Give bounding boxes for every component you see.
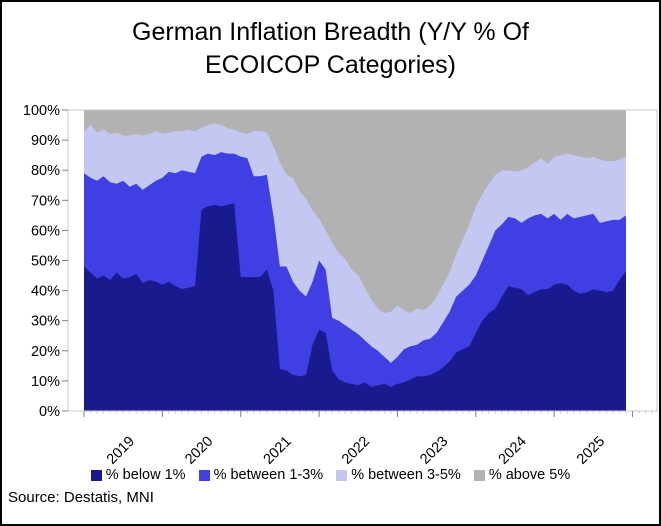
- chart-title: German Inflation Breadth (Y/Y % Of ECOIC…: [2, 16, 659, 82]
- area-below-1pct: [84, 203, 626, 411]
- legend-item-4: % above 5%: [473, 467, 571, 483]
- legend-swatch-icon: [198, 469, 210, 481]
- y-axis-label: 50%: [31, 254, 60, 270]
- legend-item-2: % between 1-3%: [198, 467, 324, 483]
- x-axis-year-label: 2024: [496, 434, 530, 468]
- y-axis-label: 60%: [31, 223, 60, 239]
- x-axis-year-label: 2023: [417, 434, 451, 468]
- y-axis-label: 0%: [39, 404, 60, 420]
- x-axis-year-label: 2020: [182, 434, 216, 468]
- source-note: Source: Destatis, MNI: [8, 489, 154, 506]
- x-axis-year-label: 2022: [339, 434, 373, 468]
- y-axis-label: 80%: [31, 163, 60, 179]
- legend-swatch-icon: [336, 469, 348, 481]
- legend-label: % between 3-5%: [351, 467, 461, 483]
- x-axis-year-label: 2021: [261, 434, 295, 468]
- x-axis-year-label: 2019: [104, 434, 138, 468]
- y-axis-label: 30%: [31, 314, 60, 330]
- legend-swatch-icon: [90, 469, 102, 481]
- y-axis-label: 90%: [31, 133, 60, 149]
- y-axis-label: 100%: [23, 103, 60, 119]
- legend-label: % between 1-3%: [213, 467, 324, 483]
- y-axis-label: 20%: [31, 344, 60, 360]
- chart-title-line1: German Inflation Breadth (Y/Y % Of: [132, 18, 529, 46]
- y-axis-label: 40%: [31, 284, 60, 300]
- legend-item-3: % between 3-5%: [336, 467, 461, 483]
- legend-label: % below 1%: [105, 467, 186, 483]
- chart-legend: % below 1% % between 1-3% % between 3-5% % …: [2, 465, 659, 485]
- y-axis-label: 10%: [31, 374, 60, 390]
- legend-swatch-icon: [473, 469, 485, 481]
- y-axis-label: 70%: [31, 193, 60, 209]
- chart-title-line2: ECOICOP Categories): [204, 51, 456, 79]
- x-axis-year-label: 2025: [574, 434, 608, 468]
- legend-item-1: % below 1%: [90, 467, 186, 483]
- legend-label: % above 5%: [488, 467, 571, 483]
